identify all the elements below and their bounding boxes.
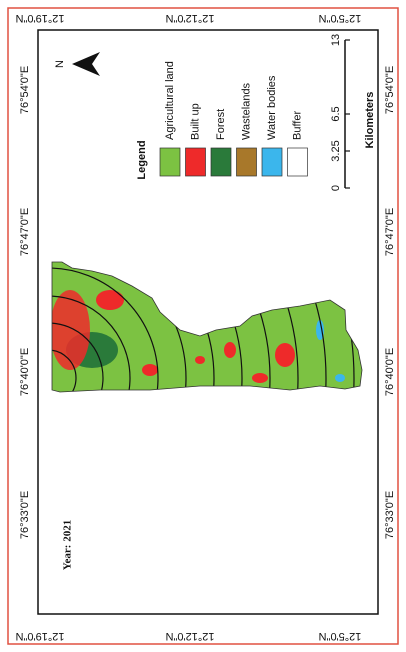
longitude-label: 76°47'0"E bbox=[19, 208, 31, 256]
legend-title: Legend bbox=[136, 140, 148, 179]
legend-label: Forest bbox=[215, 109, 227, 140]
legend-label: Buffer bbox=[291, 111, 303, 140]
legend-label: Water bodies bbox=[266, 75, 278, 140]
legend-swatch bbox=[211, 148, 231, 176]
latitude-label: 12°12'0"N bbox=[165, 630, 214, 642]
map-figure: 12°19'0"N 12°19'0"N 12°12'0"N 12°12'0"N 12°5… bbox=[0, 0, 406, 652]
legend-swatch bbox=[237, 148, 257, 176]
legend-swatch bbox=[262, 148, 282, 176]
scale-label: 3.25 bbox=[330, 140, 342, 161]
longitude-label: 76°33'0"E bbox=[384, 491, 396, 539]
legend-swatch bbox=[160, 148, 180, 176]
legend-swatch bbox=[288, 148, 308, 176]
legend-label: Wastelands bbox=[240, 82, 252, 140]
land-use-map bbox=[0, 72, 370, 652]
longitude-label: 76°54'0"E bbox=[19, 66, 31, 114]
latitude-label: 12°5'0"N bbox=[319, 630, 362, 642]
scale-label: 13 bbox=[330, 34, 342, 46]
north-arrow bbox=[72, 52, 100, 76]
longitude-label: 76°54'0"E bbox=[384, 66, 396, 114]
latitude-label: 12°12'0"N bbox=[165, 12, 214, 24]
scale-unit: Kilometers bbox=[364, 92, 376, 149]
longitude-label: 76°33'0"E bbox=[19, 491, 31, 539]
scale-label: 6.5 bbox=[330, 106, 342, 121]
scale-label: 0 bbox=[330, 185, 342, 191]
year-label: Year: 2021 bbox=[62, 520, 74, 570]
legend-swatch bbox=[186, 148, 206, 176]
longitude-label: 76°47'0"E bbox=[384, 208, 396, 256]
longitude-label: 76°40'0"E bbox=[19, 348, 31, 396]
longitude-label: 76°40'0"E bbox=[384, 348, 396, 396]
latitude-label: 12°19'0"N bbox=[15, 12, 64, 24]
legend-label: Agricultural land bbox=[164, 61, 176, 140]
north-label: N bbox=[54, 60, 66, 68]
latitude-label: 12°19'0"N bbox=[15, 630, 64, 642]
legend-label: Built up bbox=[189, 103, 201, 140]
latitude-label: 12°5'0"N bbox=[319, 12, 362, 24]
